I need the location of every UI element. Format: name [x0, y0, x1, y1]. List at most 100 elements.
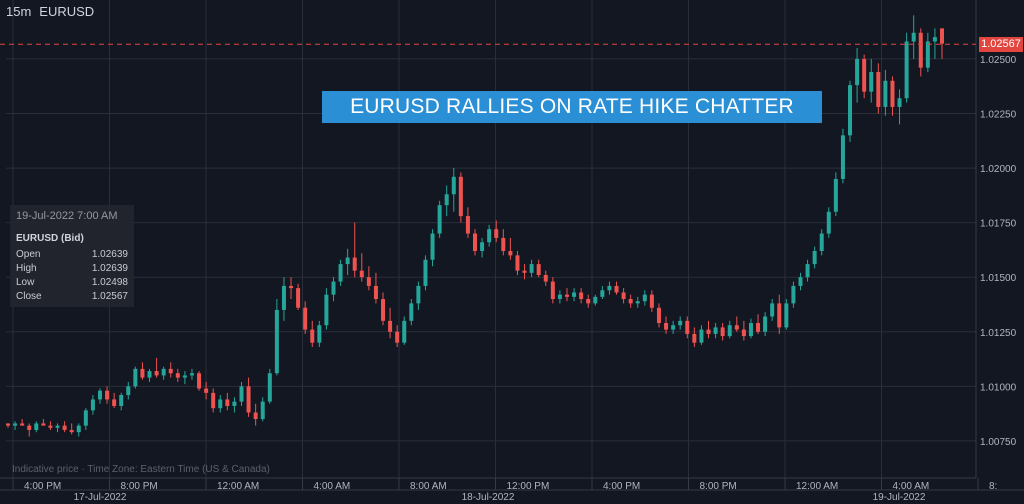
candle-down [41, 423, 46, 426]
candle-down [289, 285, 294, 289]
candle-down [501, 237, 506, 252]
ohlc-row-open: Open 1.02639 [16, 249, 128, 260]
candle-up [331, 281, 336, 295]
candle-up [147, 371, 152, 378]
time-tick-label: 12:00 PM [507, 481, 550, 492]
candle-down [197, 373, 202, 389]
candle-up [480, 242, 485, 252]
date-label: 17-Jul-2022 [74, 492, 127, 503]
ohlc-row-low: Low 1.02498 [16, 277, 128, 288]
ohlc-row-high: High 1.02639 [16, 263, 128, 274]
candle-down [918, 32, 923, 68]
candle-down [62, 425, 67, 430]
candle-down [876, 72, 881, 107]
candle-down [48, 425, 53, 428]
candle-down [621, 292, 626, 300]
candle-up [791, 285, 796, 304]
candle-up [748, 323, 753, 337]
time-tick-label: 4:00 PM [24, 481, 61, 492]
ohlc-row-close: Close 1.02567 [16, 291, 128, 302]
candle-up [90, 399, 95, 411]
candle-down [756, 323, 761, 332]
candle-up [855, 58, 860, 86]
candle-down [211, 392, 216, 409]
candle-up [281, 285, 286, 310]
candle-up [55, 425, 60, 428]
price-tick-label: 1.02250 [980, 109, 1017, 120]
time-tick-label: 4:00 PM [603, 481, 640, 492]
time-tick-label: 8: [989, 481, 997, 492]
candle-down [310, 329, 315, 343]
candle-up [932, 37, 937, 42]
price-axis-bg [976, 0, 1024, 504]
chart-header: 15m EURUSD [6, 4, 102, 19]
candle-down [685, 320, 690, 334]
time-axis-bg [0, 478, 1024, 504]
candle-up [600, 290, 605, 297]
candle-up [430, 233, 435, 260]
candle-down [112, 399, 117, 406]
ohlc-tooltip: 19-Jul-2022 7:00 AM EURUSD (Bid) Open 1.0… [10, 205, 134, 307]
candle-up [451, 176, 456, 195]
candle-down [6, 423, 10, 426]
candle-up [409, 303, 414, 321]
candle-up [487, 229, 492, 243]
candle-up [699, 329, 704, 343]
candle-down [564, 294, 569, 297]
candle-down [734, 325, 739, 330]
candle-up [798, 277, 803, 286]
candle-up [607, 285, 612, 291]
symbol-label[interactable]: EURUSD [39, 4, 95, 19]
candle-down [508, 251, 513, 256]
chart-footnote: Indicative price · Time Zone: Eastern Ti… [12, 464, 270, 475]
ohlc-symbol: EURUSD (Bid) [16, 233, 84, 244]
candle-down [741, 329, 746, 337]
candle-down [940, 28, 944, 44]
candle-down [246, 386, 251, 413]
candle-up [267, 373, 272, 402]
ohlc-value: 1.02498 [91, 277, 128, 288]
candle-down [649, 294, 654, 308]
time-tick-label: 12:00 AM [796, 481, 838, 492]
candle-down [105, 390, 110, 400]
headline-banner: EURUSD RALLIES ON RATE HIKE CHATTER [322, 91, 822, 123]
candle-up [189, 373, 194, 376]
candle-up [635, 301, 640, 304]
candle-down [20, 423, 25, 426]
candle-down [69, 429, 74, 433]
candle-up [713, 327, 718, 334]
candle-down [140, 368, 145, 378]
candle-down [458, 176, 463, 217]
candle-up [593, 296, 598, 304]
candle-up [444, 194, 449, 206]
candle-up [812, 251, 817, 265]
vertical-gridlines [12, 0, 882, 478]
candle-up [904, 41, 909, 99]
candle-up [416, 285, 421, 304]
candle-down [515, 255, 520, 271]
candle-up [848, 85, 853, 136]
time-tick-label: 8:00 PM [700, 481, 737, 492]
ohlc-value: 1.02639 [91, 249, 128, 260]
candle-down [303, 307, 308, 330]
candle-down [862, 58, 867, 92]
ohlc-label: Low [16, 277, 35, 288]
ohlc-value: 1.02567 [91, 291, 128, 302]
candle-up [557, 294, 562, 300]
price-tick-label: 1.00750 [980, 437, 1017, 448]
price-tick-label: 1.02500 [980, 55, 1017, 66]
candle-up [13, 423, 18, 426]
candle-down [543, 275, 548, 282]
candle-up [260, 401, 265, 420]
candle-down [154, 371, 159, 376]
interval-label[interactable]: 15m [6, 4, 32, 19]
candle-down [473, 233, 477, 252]
candle-up [133, 368, 138, 387]
candle-up [83, 410, 88, 426]
candle-down [366, 277, 371, 286]
candle-down [175, 373, 180, 378]
candle-down [692, 333, 697, 343]
candle-down [465, 216, 470, 234]
candle-up [274, 309, 279, 374]
